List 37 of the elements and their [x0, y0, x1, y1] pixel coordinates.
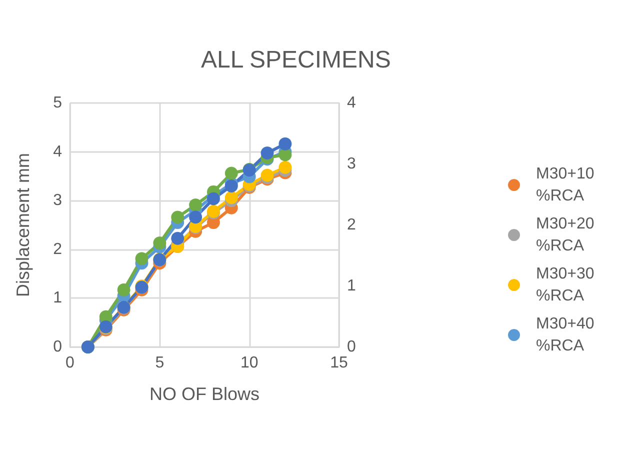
y2-tick-label: 3 [347, 156, 356, 172]
y-tick-label: 0 [53, 338, 62, 356]
point [153, 236, 166, 250]
legend-label: M30+30%RCA [536, 266, 594, 304]
x-tick-label: 0 [66, 354, 75, 372]
point [224, 166, 238, 180]
point [117, 283, 130, 296]
y-tick-label: 5 [53, 94, 62, 112]
y-axis-title: Displacement mm [13, 152, 33, 298]
point [224, 191, 238, 204]
point [171, 210, 184, 224]
point [189, 210, 202, 224]
point [171, 232, 184, 245]
x-axis-title: NO OF Blows [149, 384, 260, 404]
legend-label: M30+40%RCA [536, 316, 594, 354]
point [278, 148, 292, 162]
y-tick-label: 4 [53, 143, 62, 160]
point [260, 146, 274, 160]
y2-tick-label: 4 [347, 94, 356, 112]
point [278, 137, 292, 150]
y2-tick-label: 1 [347, 278, 356, 294]
x-tick-label: 10 [240, 354, 258, 372]
x-tick-label: 15 [330, 354, 348, 372]
legend-label: M30+20%RCA [536, 216, 594, 254]
chart-title: ALL SPECIMENS [201, 46, 391, 74]
point [278, 160, 292, 174]
y2-tick-label: 0 [347, 338, 356, 356]
x-tick-label: 5 [155, 354, 164, 372]
y2-tick-label: 2 [347, 216, 356, 234]
y-tick-label: 2 [53, 240, 62, 258]
point [260, 168, 274, 182]
point [206, 192, 220, 206]
y-tick-label: 1 [53, 290, 62, 307]
legend-label: M30+10%RCA [536, 166, 594, 204]
y-tick-label: 3 [53, 192, 62, 210]
point [135, 252, 148, 266]
point [189, 198, 202, 212]
